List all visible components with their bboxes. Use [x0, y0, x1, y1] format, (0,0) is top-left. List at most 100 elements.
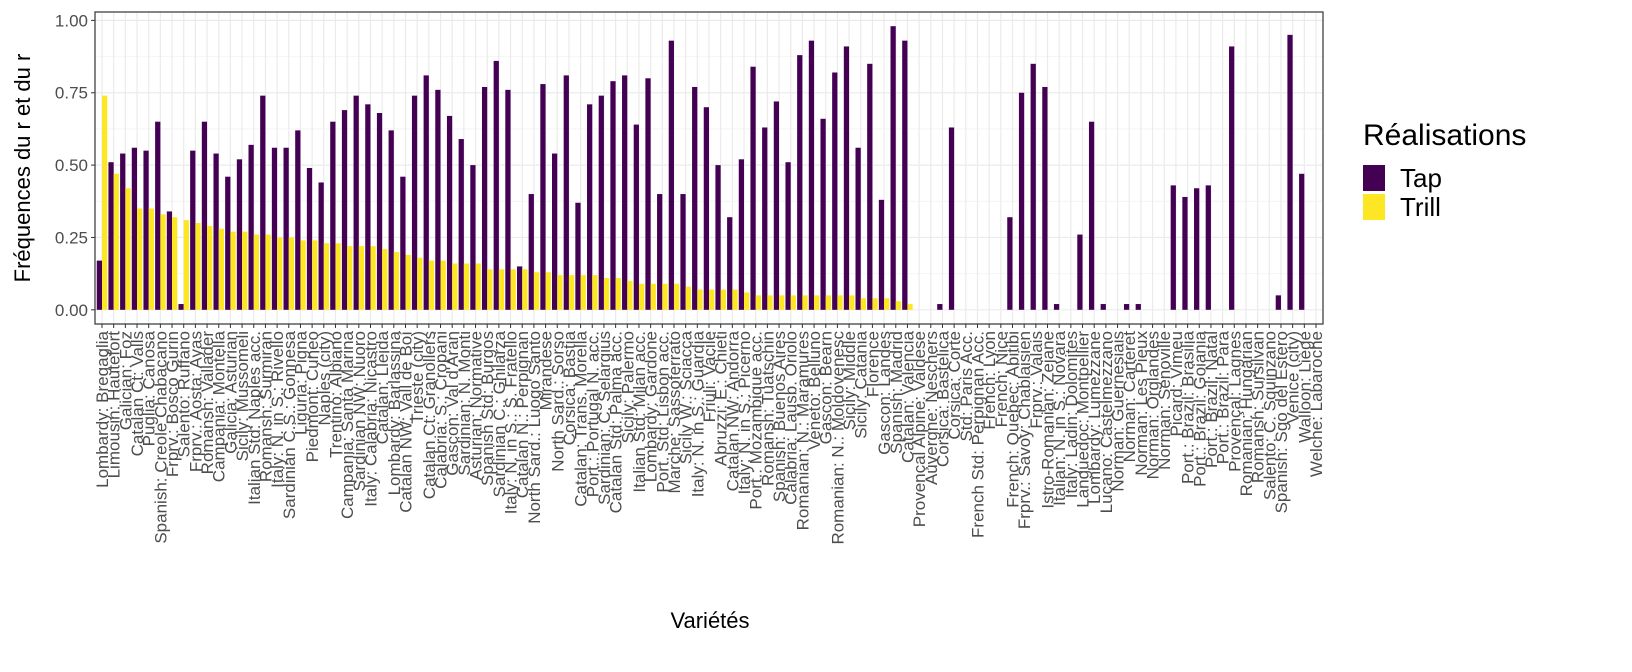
x-tick-label: North Sard.: Sorso: [548, 331, 567, 472]
bar: [1123, 304, 1130, 310]
bar: [738, 159, 745, 310]
bar: [1205, 185, 1211, 310]
bar: [470, 165, 476, 310]
x-tick-label: Sicily W.: Sciacca: [677, 330, 696, 464]
bar: [615, 277, 621, 310]
bar: [715, 165, 721, 310]
bar: [727, 217, 733, 310]
bar: [1053, 304, 1060, 310]
bar: [155, 121, 161, 310]
bar: [131, 147, 138, 310]
bar: [516, 266, 523, 310]
bar: [587, 104, 593, 310]
legend-label: Tap: [1400, 163, 1442, 193]
x-tick-label: Limousin: Hautefort: [105, 331, 124, 479]
x-tick-label: Trentino: Albiano: [326, 331, 345, 458]
bar: [423, 75, 429, 310]
x-tick-label: French: Quebec: Abitibi: [1003, 331, 1022, 508]
x-tick-label: Sicily: Middle: [840, 331, 859, 430]
bar: [785, 162, 791, 310]
x-tick-label: Romansh: Surmiran: [256, 331, 275, 482]
bar: [190, 150, 196, 310]
x-tick-label: Port.: Brazil: Goiania: [1190, 330, 1209, 486]
bar: [417, 257, 423, 310]
bar: [242, 231, 248, 310]
bar: [1018, 92, 1025, 310]
x-tick-label: Campania: Montella: [210, 330, 229, 482]
bar: [207, 225, 213, 310]
bar: [890, 26, 896, 310]
bar: [685, 286, 691, 310]
bar: [143, 150, 149, 310]
bar: [358, 246, 365, 310]
bar: [1299, 173, 1305, 310]
bar: [1287, 34, 1293, 310]
bar: [557, 275, 563, 310]
x-tick-label: Gascon: Bearn: [817, 331, 836, 444]
bar: [662, 283, 668, 310]
x-tick-label: Catalan: Valencia: [898, 330, 917, 463]
x-tick-label: Salento: Ruffano: [175, 331, 194, 457]
bar: [318, 182, 324, 310]
bar: [802, 295, 808, 310]
bar: [306, 168, 313, 310]
y-tick-label: 0.50: [55, 156, 88, 175]
x-tick-label: Std: Paris Acc.: [957, 331, 976, 442]
bar: [533, 272, 540, 310]
bar: [1077, 234, 1083, 310]
bar: [902, 40, 908, 310]
bar: [657, 194, 663, 310]
bar: [265, 234, 271, 310]
x-tick-label: Sardinian C.: Ghilarza: [490, 330, 509, 497]
x-tick-label: Piedmont: Cuneo: [303, 331, 322, 462]
bar: [633, 124, 639, 310]
bar: [195, 222, 201, 310]
bar: [400, 176, 406, 310]
bar: [253, 234, 260, 310]
bar: [1229, 46, 1235, 310]
bar: [568, 275, 575, 310]
bar: [563, 75, 569, 310]
bar: [271, 147, 278, 310]
bar: [300, 240, 306, 310]
legend-label: Trill: [1400, 192, 1441, 222]
bar: [598, 95, 604, 310]
x-tick-label: Galicia: Asturian: [221, 331, 240, 454]
x-tick-label: Corsica: Bastelica: [933, 330, 952, 467]
x-tick-label: Walloon: Liège: [1295, 331, 1314, 443]
bar: [948, 127, 955, 310]
bar: [463, 263, 470, 310]
bar: [295, 130, 301, 310]
bar: [440, 260, 446, 310]
bar: [493, 60, 499, 310]
legend-key: [1363, 194, 1385, 220]
bar: [166, 211, 173, 310]
x-tick-label: Catalan Ct: Granollers: [420, 331, 439, 499]
x-tick-label: Port.: Brazil: Para: [1214, 330, 1233, 464]
bar: [405, 254, 411, 310]
x-tick-label: Sicily: Mussomeli: [233, 331, 252, 461]
bar: [732, 289, 738, 310]
x-tick-label: Italy: N. in S.: Picerno: [735, 331, 754, 494]
x-tick-label: Port.: Brazil: Brasilia: [1179, 330, 1198, 484]
bar: [692, 86, 698, 310]
x-tick-label: Catalan N.: Perpignan: [513, 331, 532, 498]
x-tick-label: French Std: Perpignan Acc.: [968, 331, 987, 538]
bar: [172, 217, 178, 310]
bar: [907, 304, 913, 310]
x-tick-label: Sardinian: C. Selargius: [595, 331, 614, 505]
x-tick-label: Norman: Carteret: [1120, 331, 1139, 463]
bar: [645, 78, 651, 310]
bar: [213, 153, 219, 310]
x-tick-label: Romanian: N.: Moldovenesc: [828, 331, 847, 545]
x-tick-label: Galician: Foz: [116, 331, 135, 430]
x-tick-label: Italy: N. in S.: Guardia: [688, 330, 707, 497]
x-tick-label: Spanish Std: Burgos: [478, 331, 497, 486]
bar: [528, 194, 534, 310]
bar: [622, 75, 628, 310]
x-tick-label: Frprv.: Aosta: Ayas: [186, 331, 205, 472]
bar: [376, 113, 383, 310]
x-tick-label: Venice (city): [1284, 331, 1303, 424]
x-tick-label: Istro-Romanian: Zejane: [1039, 331, 1058, 509]
bar: [872, 298, 878, 310]
